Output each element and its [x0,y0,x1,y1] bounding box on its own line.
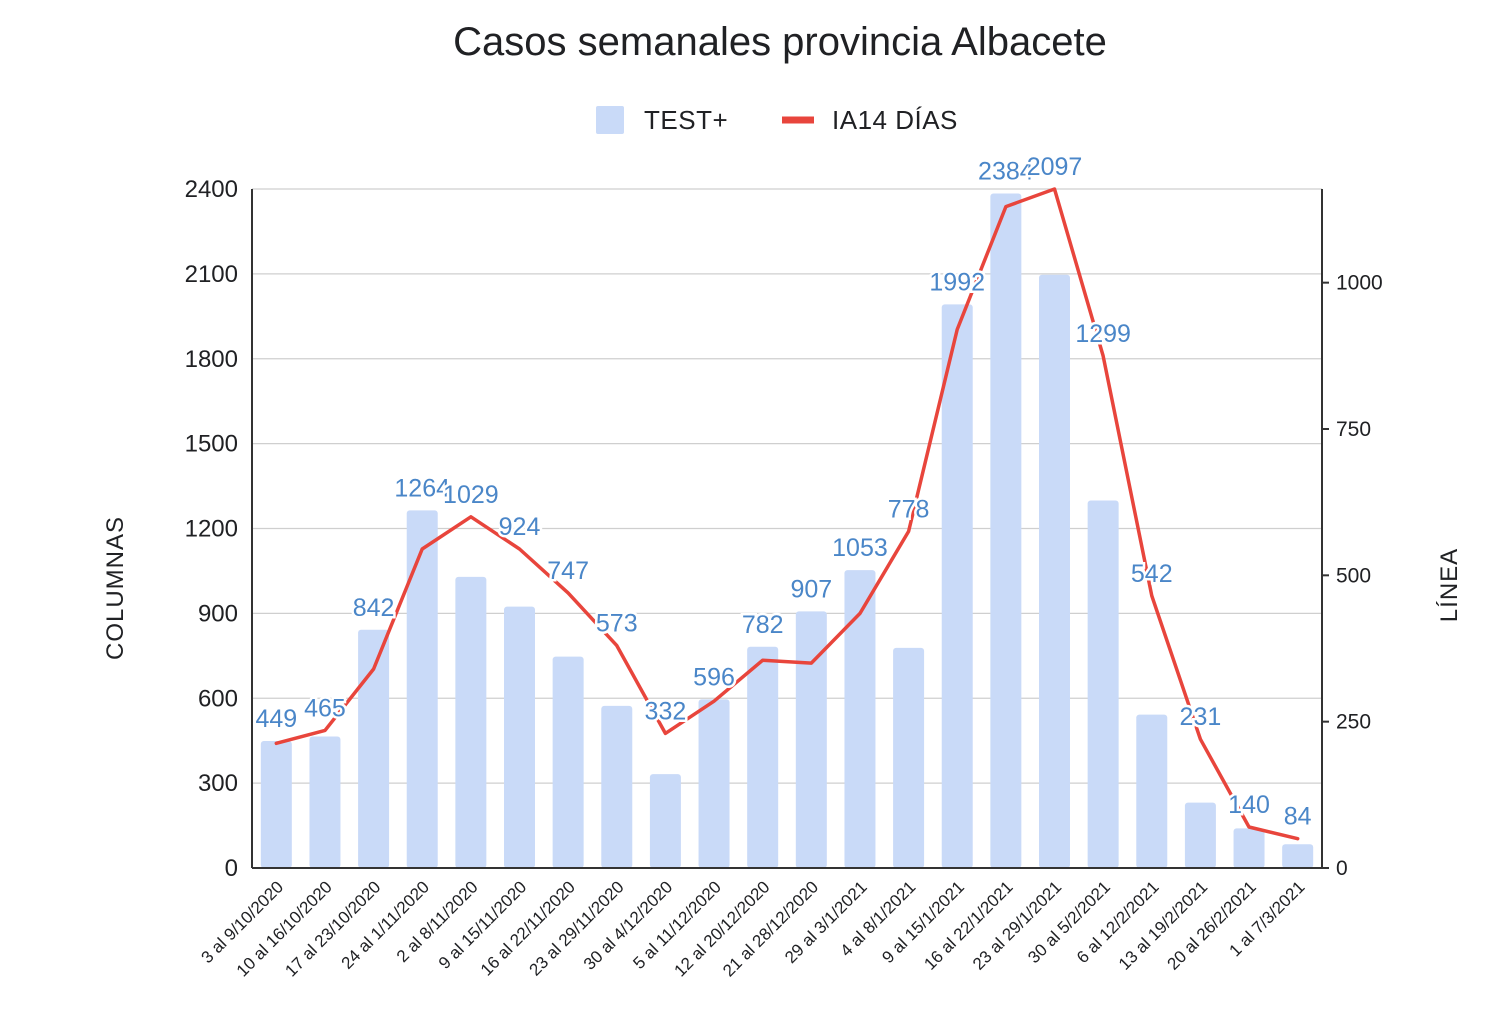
y-tick-right: 750 [1336,418,1371,441]
y-axis-title-right: LÍNEA [1436,548,1463,622]
data-label: 573 [596,610,638,638]
y-tick-right: 0 [1336,857,1348,880]
data-label: 747 [547,557,589,585]
bar [844,570,876,868]
y-tick-right: 500 [1336,564,1371,587]
y-tick-left: 0 [225,855,238,882]
bar [1087,500,1119,868]
data-label: 1053 [832,534,888,562]
x-tick-label: 5 al 11/12/2020 [629,877,724,972]
legend: TEST+ IA14 DÍAS [596,105,958,135]
data-label: 924 [499,513,541,541]
data-label: 2384 [978,158,1034,186]
legend-label-test: TEST+ [644,105,728,135]
data-label: 907 [790,575,832,603]
x-tick-label: 23 al 29/1/2021 [969,877,1065,973]
bar [747,646,779,868]
data-label: 2097 [1027,153,1083,181]
y-tick-right: 1000 [1336,272,1383,295]
data-label: 465 [304,694,346,722]
data-label: 1264 [394,474,450,502]
data-label: 231 [1180,703,1222,731]
line-series [274,187,1300,841]
bar [795,611,827,868]
data-label: 778 [888,495,930,523]
data-label: 449 [255,705,297,733]
bar [698,699,730,868]
bar [504,606,535,868]
legend-label-ia14: IA14 DÍAS [832,105,958,135]
chart-title: Casos semanales provincia Albacete [453,20,1107,64]
bar [1233,828,1265,868]
y-tick-left: 1200 [185,516,238,543]
bar [455,576,487,868]
x-tick-label: 16 al 22/1/2021 [920,877,1016,973]
y-tick-left: 1500 [185,431,238,458]
bar [552,656,584,868]
bar [941,304,973,868]
y-tick-left: 300 [198,770,238,797]
y-tick-left: 2400 [185,176,238,203]
data-label: 782 [742,611,784,639]
data-label: 1029 [443,481,499,509]
bar [601,705,633,868]
y-tick-left: 1800 [185,346,238,373]
bar [309,736,341,868]
data-label: 1992 [929,268,985,296]
data-label: 140 [1228,791,1270,819]
bar [990,193,1022,868]
x-tick-label: 13 al 19/2/2021 [1115,877,1211,973]
x-tick-label: 20 al 26/2/2021 [1164,877,1260,973]
bar [1184,802,1216,868]
bar [1039,274,1070,868]
data-label: 1299 [1075,320,1131,348]
bar-series [260,193,1314,868]
data-label: 84 [1284,803,1312,831]
bar [893,647,925,868]
x-tick-label: 30 al 4/12/2020 [580,877,676,973]
x-tick-label: 9 al 15/11/2020 [435,877,530,972]
bar [1282,844,1314,868]
x-tick-label: 3 al 9/10/2020 [198,877,288,967]
y-tick-left: 600 [198,685,238,712]
bar [649,774,681,868]
y-tick-right: 250 [1336,711,1371,734]
y-axis-title-left: COLUMNAS [102,516,129,660]
x-tick-label: 24 al 1/11/2020 [338,877,433,972]
bar [406,510,438,868]
y-tick-left: 900 [198,600,238,627]
axes [251,189,1323,869]
legend-swatch-test [596,106,624,134]
data-label: 596 [693,663,735,691]
ia14-line [274,187,1300,841]
data-label: 332 [645,697,687,725]
bar [260,740,292,868]
data-label: 842 [353,594,395,622]
y-tick-left: 2100 [185,261,238,288]
bar [358,629,390,868]
data-label: 542 [1131,560,1173,588]
bar [1136,714,1168,868]
